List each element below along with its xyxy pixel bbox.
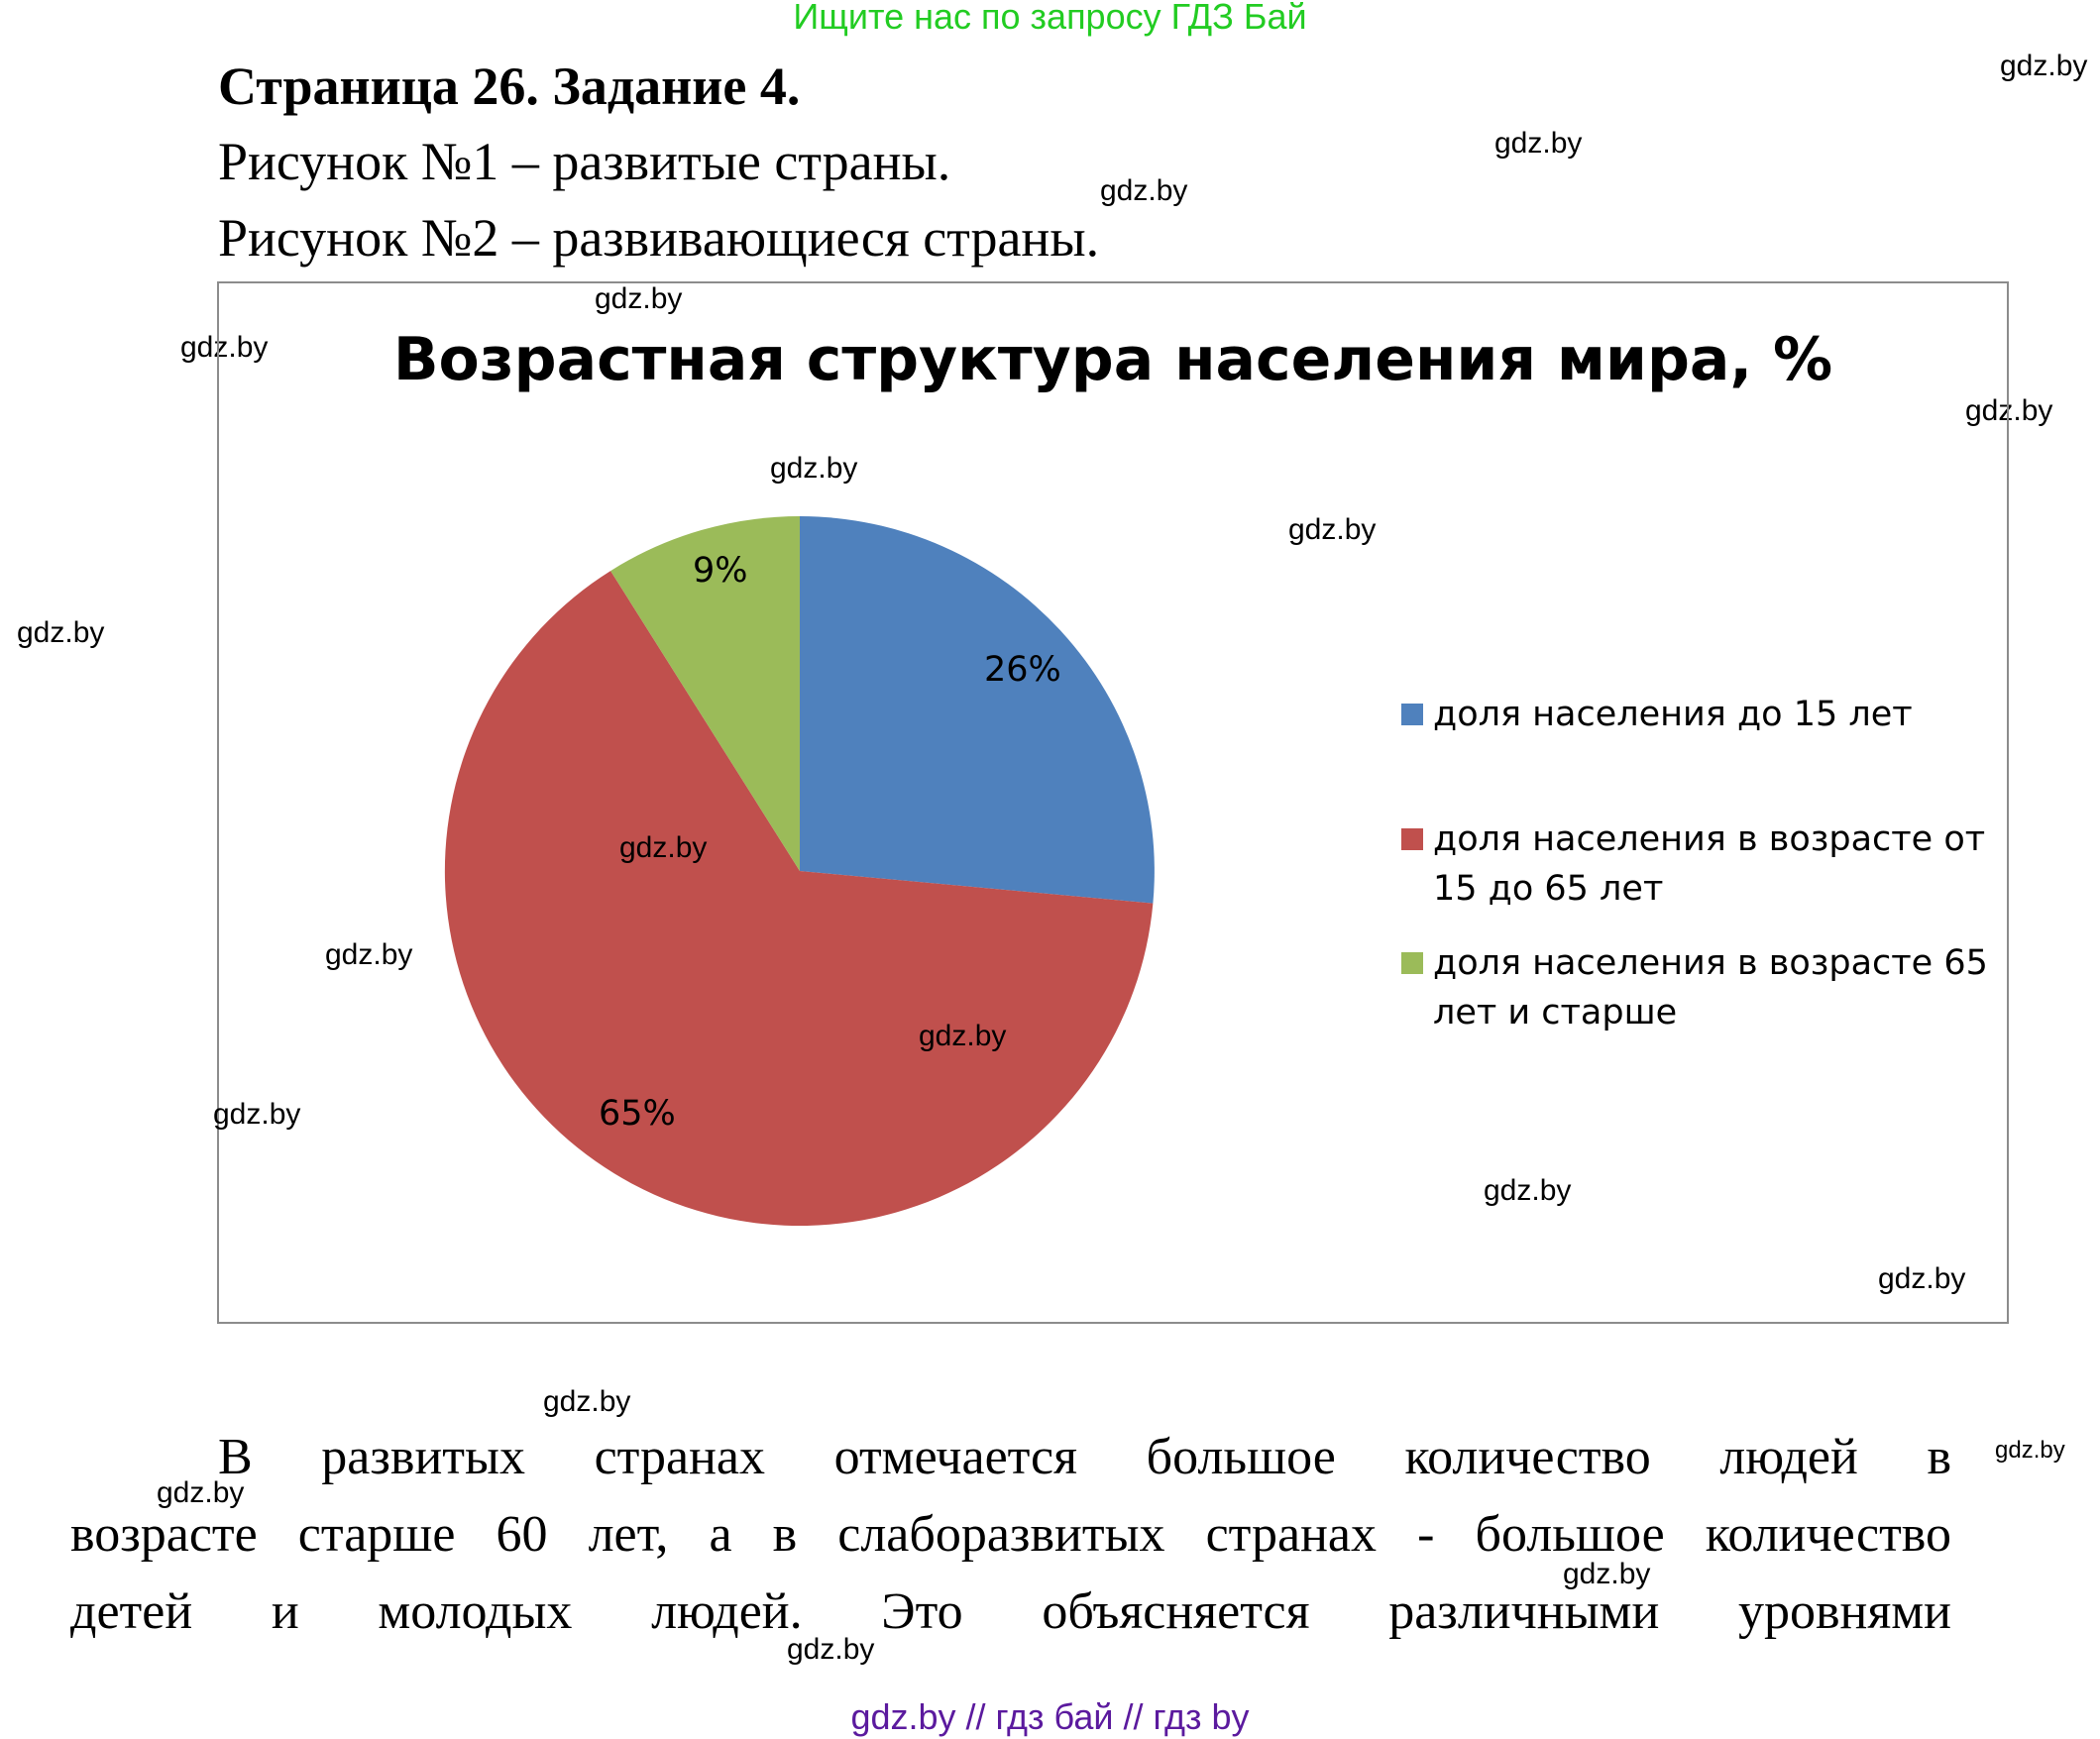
paragraph-line-1: В развитых странах отмечается большое ко… bbox=[218, 1429, 1951, 1485]
pie-slice-15-65 bbox=[444, 571, 1154, 1227]
legend-item-under-15: доля населения до 15 лет bbox=[1401, 690, 1996, 739]
watermark: gdz.by bbox=[1288, 513, 1377, 546]
pie-label-26: 26% bbox=[984, 650, 1061, 690]
legend-item-65-plus: доля населения в возрасте 65 лет и старш… bbox=[1401, 938, 1996, 1037]
watermark: gdz.by bbox=[1878, 1262, 1966, 1295]
chart-area: Возрастная структура населения мира, % 2… bbox=[213, 281, 2009, 1324]
watermark: gdz.by bbox=[325, 938, 413, 971]
watermark: gdz.by bbox=[595, 282, 683, 315]
pie-chart bbox=[444, 516, 1155, 1227]
watermark: gdz.by bbox=[787, 1633, 875, 1666]
legend-swatch-red bbox=[1401, 828, 1423, 850]
watermark: gdz.by bbox=[180, 331, 269, 364]
footer-links[interactable]: gdz.by // гдз бай // гдз by bbox=[850, 1696, 1250, 1737]
watermark: gdz.by bbox=[1965, 394, 2053, 427]
search-banner: Ищите нас по запросу ГДЗ Бай bbox=[793, 0, 1307, 37]
figure-caption-1: Рисунок №1 – развитые страны. bbox=[218, 132, 951, 191]
paragraph-line-3: детей и молодых людей. Это объясняется р… bbox=[70, 1583, 1951, 1640]
legend-swatch-green bbox=[1401, 952, 1423, 974]
watermark: gdz.by bbox=[17, 616, 105, 649]
watermark: gdz.by bbox=[213, 1098, 301, 1131]
pie-slice-65-plus bbox=[610, 516, 800, 871]
watermark: gdz.by bbox=[1563, 1558, 1651, 1590]
watermark: gdz.by bbox=[770, 452, 858, 485]
watermark: gdz.by bbox=[1995, 1437, 2065, 1464]
watermark: gdz.by bbox=[1494, 127, 1583, 160]
chart-title: Возрастная структура населения мира, % bbox=[392, 325, 1833, 394]
watermark: gdz.by bbox=[1100, 174, 1188, 207]
watermark: gdz.by bbox=[1484, 1174, 1572, 1207]
watermark: gdz.by bbox=[919, 1020, 1007, 1052]
figure-caption-2: Рисунок №2 – развивающиеся страны. bbox=[218, 208, 1100, 268]
pie-label-65: 65% bbox=[599, 1094, 676, 1134]
watermark: gdz.by bbox=[2000, 50, 2088, 82]
watermark: gdz.by bbox=[619, 831, 708, 864]
chart-legend: доля населения до 15 лет доля населения … bbox=[1401, 690, 1996, 1037]
page-heading: Страница 26. Задание 4. bbox=[218, 56, 801, 116]
legend-swatch-blue bbox=[1401, 704, 1423, 725]
paragraph-line-2: возрасте старше 60 лет, а в слаборазвиты… bbox=[70, 1506, 1951, 1563]
legend-item-15-65: доля населения в возрасте от 15 до 65 ле… bbox=[1401, 815, 1996, 914]
watermark: gdz.by bbox=[157, 1476, 245, 1509]
pie-label-9: 9% bbox=[693, 551, 748, 591]
pie-slice-under-15 bbox=[800, 516, 1155, 904]
watermark: gdz.by bbox=[543, 1385, 631, 1418]
